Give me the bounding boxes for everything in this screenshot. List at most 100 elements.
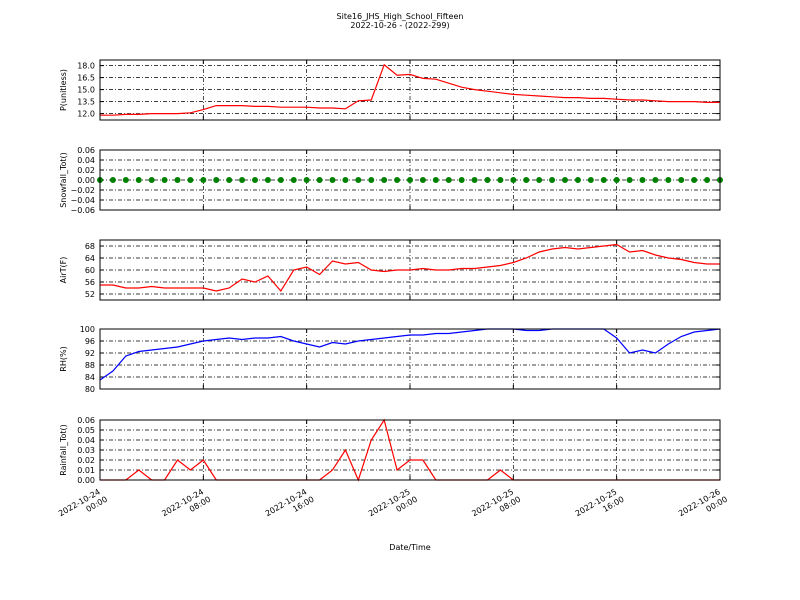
y-tick-label: 64: [85, 254, 95, 263]
y-tick-label: 0.03: [77, 446, 95, 455]
y-tick-label: −0.02: [70, 186, 95, 195]
data-point: [497, 177, 504, 183]
x-tick-group: 2022-10-26 00:00: [677, 486, 729, 527]
axes-frame: [99, 149, 721, 211]
data-point: [200, 177, 207, 183]
y-axis-label: Snowfall_Tot(): [59, 152, 68, 208]
data-point: [613, 177, 620, 183]
y-tick-label: 0.00: [77, 176, 95, 185]
y-tick-label: 12.0: [77, 110, 95, 119]
y-tick-label: 0.02: [77, 166, 95, 175]
data-point: [562, 177, 568, 183]
x-tick-group: 2022-10-25 16:00: [574, 486, 626, 527]
data-point: [432, 177, 439, 183]
data-point: [187, 177, 194, 183]
data-point: [316, 177, 323, 183]
y-tick-label: 0.04: [77, 156, 95, 165]
data-point: [264, 177, 271, 183]
x-tick-group: 2022-10-24 08:00: [160, 486, 212, 527]
panel: −0.06−0.04−0.020.000.020.040.06 Snowfall_…: [59, 146, 723, 215]
y-tick-label: −0.06: [70, 206, 95, 215]
x-tick-label: 2022-10-24 00:00: [57, 486, 109, 527]
axes-frame: [99, 239, 721, 301]
x-tick-label: 2022-10-26 00:00: [677, 486, 729, 527]
data-point: [381, 177, 388, 183]
data-point: [639, 177, 646, 183]
y-tick-label: 0.02: [77, 456, 95, 465]
data-point: [213, 177, 220, 183]
data-line: [100, 243, 720, 293]
data-point: [355, 177, 362, 183]
x-tick-label: 2022-10-25 16:00: [574, 486, 626, 527]
x-tick-label: 2022-10-25 00:00: [367, 486, 419, 527]
data-point: [691, 177, 698, 183]
y-tick-label: 56: [85, 278, 95, 287]
data-point: [587, 177, 594, 183]
y-tick-label: 84: [85, 373, 95, 382]
data-line: [99, 328, 721, 381]
y-tick-label: 80: [85, 385, 95, 394]
data-point: [174, 177, 181, 183]
x-tick-group: 2022-10-25 08:00: [470, 486, 522, 518]
data-point: [600, 177, 607, 183]
panel: 12.0 13.5 15.0 16.5 18.0 P(unitless) Site16_JH…: [59, 12, 721, 121]
y-tick-label: 18.0: [77, 62, 95, 71]
data-point: [510, 177, 517, 183]
y-tick-label: 0.06: [77, 146, 95, 155]
data-point: [458, 177, 465, 183]
y-tick-label: 0.06: [77, 416, 95, 425]
data-point: [226, 177, 233, 183]
data-point: [135, 177, 142, 183]
chart-subtitle: 2022-10-26 - (2022-299): [350, 21, 449, 30]
data-point: [303, 177, 310, 183]
y-axis-label: P(unitless): [59, 69, 68, 111]
data-point: [536, 177, 543, 183]
data-line: [100, 63, 720, 116]
data-point: [665, 177, 672, 183]
y-tick-label: 13.5: [77, 98, 95, 107]
y-axis-label: RH(%): [59, 346, 68, 371]
x-tick-group: 2022-10-24 00:00: [57, 486, 109, 527]
data-point: [368, 177, 375, 183]
y-tick-label: 15.0: [77, 86, 95, 95]
data-point: [484, 177, 491, 183]
data-point: [252, 177, 258, 183]
data-point: [549, 177, 556, 183]
x-tick-label: 2022-10-24 16:00: [264, 486, 316, 527]
chart-title: Site16_JHS_High_School_Fifteen: [337, 12, 464, 21]
panel: 80 84 88 92 96 100 RH(%): [59, 325, 721, 394]
data-point: [445, 177, 452, 183]
y-tick-label: 0.04: [77, 436, 95, 445]
x-tick-label: 2022-10-24 08:00: [160, 486, 212, 527]
y-tick-label: 0.05: [77, 426, 95, 435]
y-axis-label: Rainfall_Tot(): [59, 424, 68, 476]
data-point: [419, 177, 426, 183]
panel: 0.000.010.020.030.040.050.06 Rainfall_Tot…: [57, 416, 729, 552]
axes-frame: [99, 419, 721, 481]
y-tick-label: 88: [85, 361, 95, 370]
y-tick-label: 0.00: [77, 476, 95, 485]
data-point: [148, 177, 155, 183]
x-tick-group: 2022-10-24 16:00: [264, 486, 316, 527]
panel: 52 56 60 64 68 AirT(F): [59, 239, 721, 301]
data-point: [109, 177, 116, 183]
y-tick-label: 92: [85, 349, 95, 358]
data-point: [329, 177, 336, 183]
y-tick-label: 60: [85, 266, 95, 275]
y-axis-label: AirT(F): [59, 257, 68, 284]
data-point: [290, 177, 297, 183]
axes-frame: [99, 59, 721, 121]
data-point: [523, 177, 530, 183]
data-point: [239, 177, 246, 183]
data-point: [574, 177, 581, 183]
data-point: [122, 177, 129, 183]
y-tick-label: 52: [85, 290, 95, 299]
y-tick-label: 100: [80, 325, 95, 334]
y-tick-label: −0.04: [70, 196, 95, 205]
data-point: [407, 177, 413, 183]
data-point: [626, 177, 633, 183]
data-point: [471, 177, 478, 183]
axes-frame: [99, 328, 721, 390]
x-axis-label: Date/Time: [389, 543, 430, 552]
